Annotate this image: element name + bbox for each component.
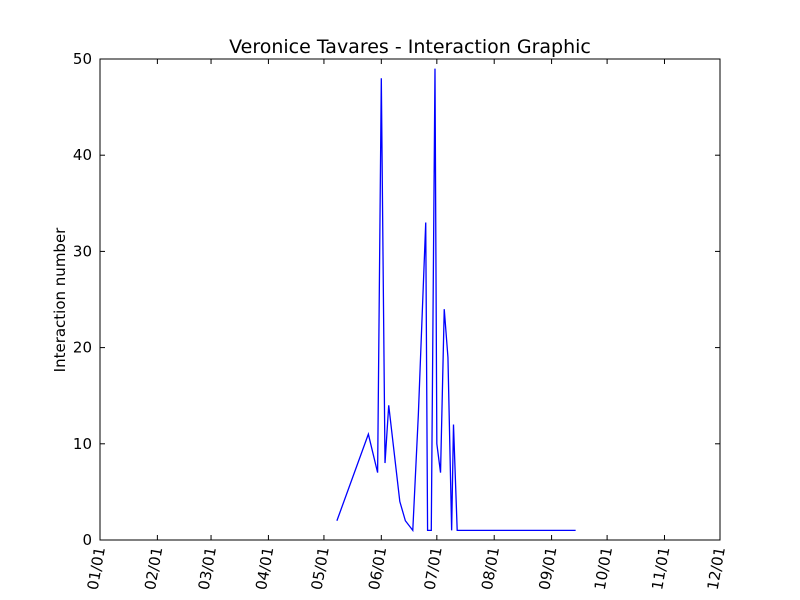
series-line-0 bbox=[336, 68, 576, 533]
y-axis-label: Interaction number bbox=[51, 227, 69, 373]
y-tick-label: 0 bbox=[82, 531, 92, 549]
y-tick-label: 50 bbox=[73, 50, 92, 68]
y-tick-label: 20 bbox=[73, 339, 92, 357]
chart-title: Veronice Tavares - Interaction Graphic bbox=[229, 36, 591, 58]
plot-frame bbox=[99, 58, 721, 541]
y-tick-label: 40 bbox=[73, 146, 92, 164]
y-tick-label: 30 bbox=[73, 242, 92, 260]
y-tick-label: 10 bbox=[73, 435, 92, 453]
